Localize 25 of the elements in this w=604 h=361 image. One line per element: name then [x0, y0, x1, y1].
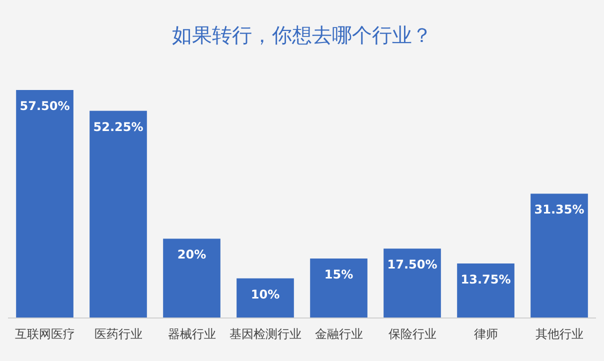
- bar: [90, 110, 147, 318]
- x-tick-label: 互联网医疗: [14, 327, 75, 341]
- bar: [457, 263, 514, 318]
- data-label: 57.50%: [20, 99, 70, 113]
- x-tick-label: 其他行业: [535, 327, 584, 341]
- x-tick-label: 医药行业: [94, 327, 142, 341]
- bar: [163, 238, 220, 318]
- chart-title: 如果转行，你想去哪个行业？: [172, 23, 432, 47]
- data-label: 52.25%: [93, 120, 144, 134]
- x-tick-label: 保险行业: [388, 327, 436, 341]
- x-tick-label: 基因检测行业: [229, 327, 302, 341]
- x-tick-label: 器械行业: [168, 327, 216, 341]
- x-tick-label: 律师: [474, 327, 498, 341]
- bar: [384, 248, 441, 318]
- bar: [530, 194, 588, 318]
- data-label: 17.50%: [387, 258, 438, 272]
- data-label: 13.75%: [460, 272, 511, 286]
- bar: [310, 258, 368, 318]
- data-label: 10%: [250, 287, 280, 302]
- x-tick-label: 金融行业: [314, 327, 363, 341]
- data-label: 15%: [324, 268, 354, 282]
- bar: [236, 278, 294, 318]
- bar: [16, 90, 74, 318]
- data-label: 20%: [177, 248, 206, 262]
- data-label: 31.35%: [534, 202, 584, 217]
